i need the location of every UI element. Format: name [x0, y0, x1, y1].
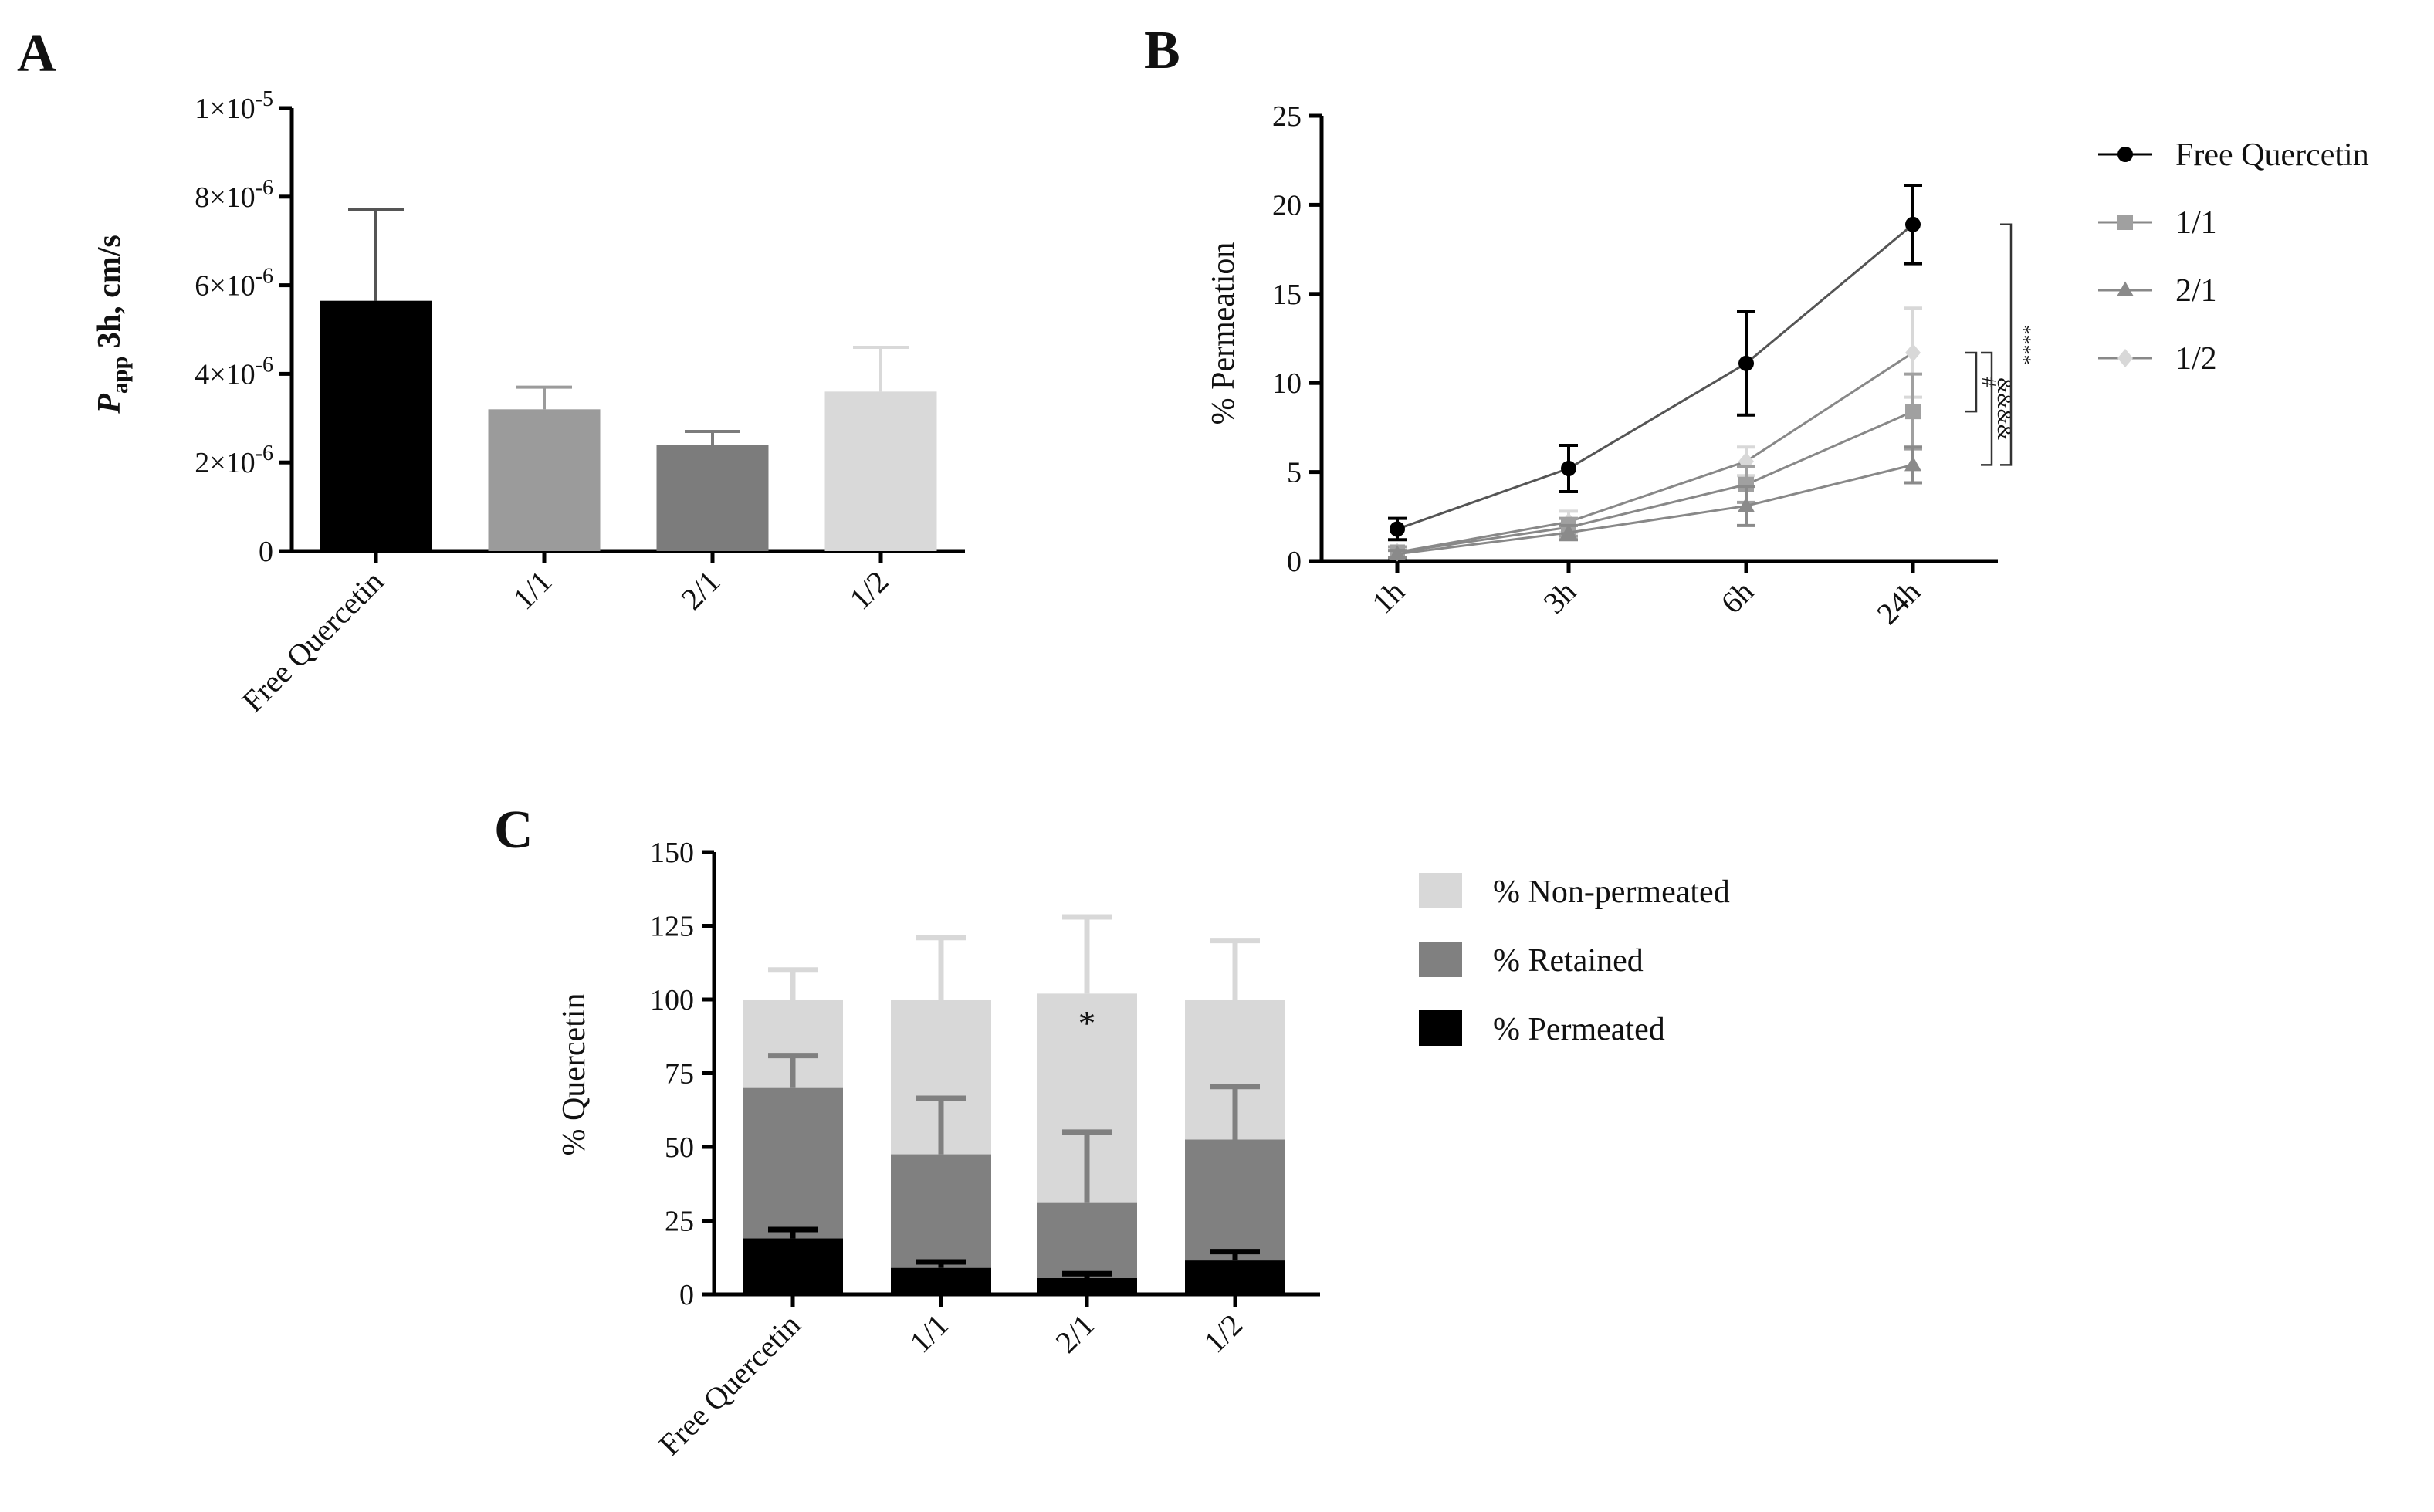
chart-b-x-tick-label: 24h: [1870, 574, 1927, 631]
chart-b-significance-label: &&&&: [1993, 377, 2016, 440]
chart-b-point: [1905, 216, 1921, 232]
chart-c-legend-swatch: [1419, 942, 1462, 977]
chart-c-y-tick-label: 0: [679, 1279, 694, 1311]
chart-b-series-line: [1396, 463, 1914, 556]
chart-c-y-tick-label: 75: [665, 1058, 694, 1091]
chart-a-y-tick-label: 0: [259, 536, 273, 568]
chart-b-point: [1390, 521, 1405, 537]
chart-b-point: [1904, 455, 1921, 472]
chart-c-y-tick-label: 125: [650, 911, 694, 943]
chart-a-y-tick-label: 2×10-6: [195, 441, 273, 479]
chart-b-y-tick-label: 25: [1272, 100, 1302, 133]
chart-b-point: [1738, 476, 1754, 492]
chart-a-bar: [488, 409, 601, 551]
chart-b-significance-label: #: [1978, 377, 2000, 387]
chart-c-legend-label: % Non-permeated: [1493, 874, 1730, 910]
chart-b-point: [1905, 343, 1921, 362]
chart-b-y-axis-label: % Permeation: [1206, 242, 1241, 425]
chart-c-y-tick-label: 150: [650, 837, 694, 869]
chart-b-y-tick-label: 5: [1287, 457, 1302, 489]
chart-c-legend-swatch: [1419, 1010, 1462, 1046]
chart-c-x-tick-label: 1/2: [1197, 1307, 1249, 1360]
chart-a-y-tick-label: 1×10-5: [195, 87, 273, 125]
chart-c-significance-label: *: [1078, 1003, 1096, 1043]
chart-b-x-tick-label: 3h: [1536, 574, 1583, 621]
chart-b-legend-marker: [2117, 281, 2134, 296]
chart-b-legend-label: 1/2: [2175, 341, 2217, 377]
chart-b-point: [1561, 460, 1576, 476]
chart-b-point: [1738, 355, 1754, 371]
chart-a-x-tick-label: 1/1: [506, 564, 558, 617]
chart-b-y-tick-label: 15: [1272, 279, 1302, 311]
chart-b-legend-marker: [2117, 215, 2133, 230]
chart-b-series-line: [1396, 410, 1914, 553]
chart-b-significance-bracket: [1965, 351, 1978, 413]
chart-c-y-tick-label: 100: [650, 984, 694, 1016]
chart-b-series-line: [1396, 351, 1914, 553]
chart-b-point: [1738, 496, 1755, 512]
chart-c-bar-segment: [1037, 1202, 1137, 1278]
chart-c-bar-segment: [743, 1238, 843, 1294]
chart-b-legend-marker: [2117, 349, 2133, 367]
chart-b-x-tick-label: 6h: [1714, 574, 1760, 621]
chart-c-x-tick-label: Free Quercetin: [652, 1307, 807, 1463]
chart-c-x-tick-label: 2/1: [1048, 1307, 1101, 1360]
chart-b-point: [1905, 404, 1921, 420]
chart-b-legend-label: 2/1: [2175, 273, 2217, 309]
chart-c-legend-swatch: [1419, 873, 1462, 908]
chart-a-y-tick-label: 8×10-6: [195, 176, 273, 214]
chart-b-significance-bracket: [1981, 351, 1993, 466]
chart-b-significance-label: ****: [2013, 325, 2035, 365]
panel-letter-a: A: [17, 24, 56, 83]
chart-b-point: [1389, 545, 1406, 560]
panel-letter-b: B: [1144, 21, 1180, 80]
chart-b-y-tick-label: 0: [1287, 546, 1302, 578]
chart-b-x-tick-label: 1h: [1365, 574, 1411, 621]
chart-c-bar-segment: [891, 1154, 991, 1268]
chart-a: Papp 3h, cm/s 0 2×10-6 4×10-6 6×10-6 8×10-6 1…: [92, 87, 965, 719]
chart-a-x-tick-label: 1/2: [842, 564, 895, 617]
chart-c-bar-segment: [1037, 1277, 1137, 1294]
chart-c: % Quercetin 0 25 50 75 100 125 150 Free Quercet…: [557, 837, 1730, 1462]
chart-a-y-axis-label: Papp 3h, cm/s: [92, 235, 133, 414]
chart-c-bar-segment: [1185, 1260, 1285, 1294]
chart-c-legend-label: % Permeated: [1493, 1012, 1665, 1047]
chart-c-bar-segment: [891, 1267, 991, 1294]
chart-c-legend-label: % Retained: [1493, 943, 1644, 979]
chart-b-y-tick-label: 20: [1272, 189, 1302, 222]
chart-b-series-line: [1396, 223, 1914, 530]
chart-b: % Permeation 0 5 10 15 20 25 1h 3h 6h 24h #&&&& ***…: [1206, 100, 2369, 631]
chart-c-x-tick-label: 1/1: [902, 1307, 955, 1360]
chart-a-y-tick-label: 4×10-6: [195, 353, 273, 391]
chart-b-legend-marker: [2117, 147, 2133, 162]
chart-a-y-tick-label: 6×10-6: [195, 265, 273, 303]
panel-letter-c: C: [494, 800, 533, 860]
chart-b-legend-label: Free Quercetin: [2175, 137, 2369, 173]
chart-c-y-tick-label: 50: [665, 1131, 694, 1164]
chart-c-bar-segment: [1185, 1139, 1285, 1261]
chart-b-y-tick-label: 10: [1272, 367, 1302, 400]
chart-c-y-axis-label: % Quercetin: [557, 993, 592, 1155]
chart-b-significance-bracket: [2000, 223, 2013, 466]
chart-a-bar: [656, 445, 769, 551]
chart-a-bar: [320, 300, 432, 551]
chart-c-bar-segment: [743, 1087, 843, 1239]
chart-b-point: [1560, 523, 1577, 540]
chart-a-x-tick-label: 2/1: [674, 564, 726, 617]
chart-a-bar: [824, 391, 937, 551]
chart-a-x-tick-label: Free Quercetin: [235, 564, 391, 719]
chart-b-legend-label: 1/1: [2175, 205, 2217, 241]
chart-c-y-tick-label: 25: [665, 1206, 694, 1238]
